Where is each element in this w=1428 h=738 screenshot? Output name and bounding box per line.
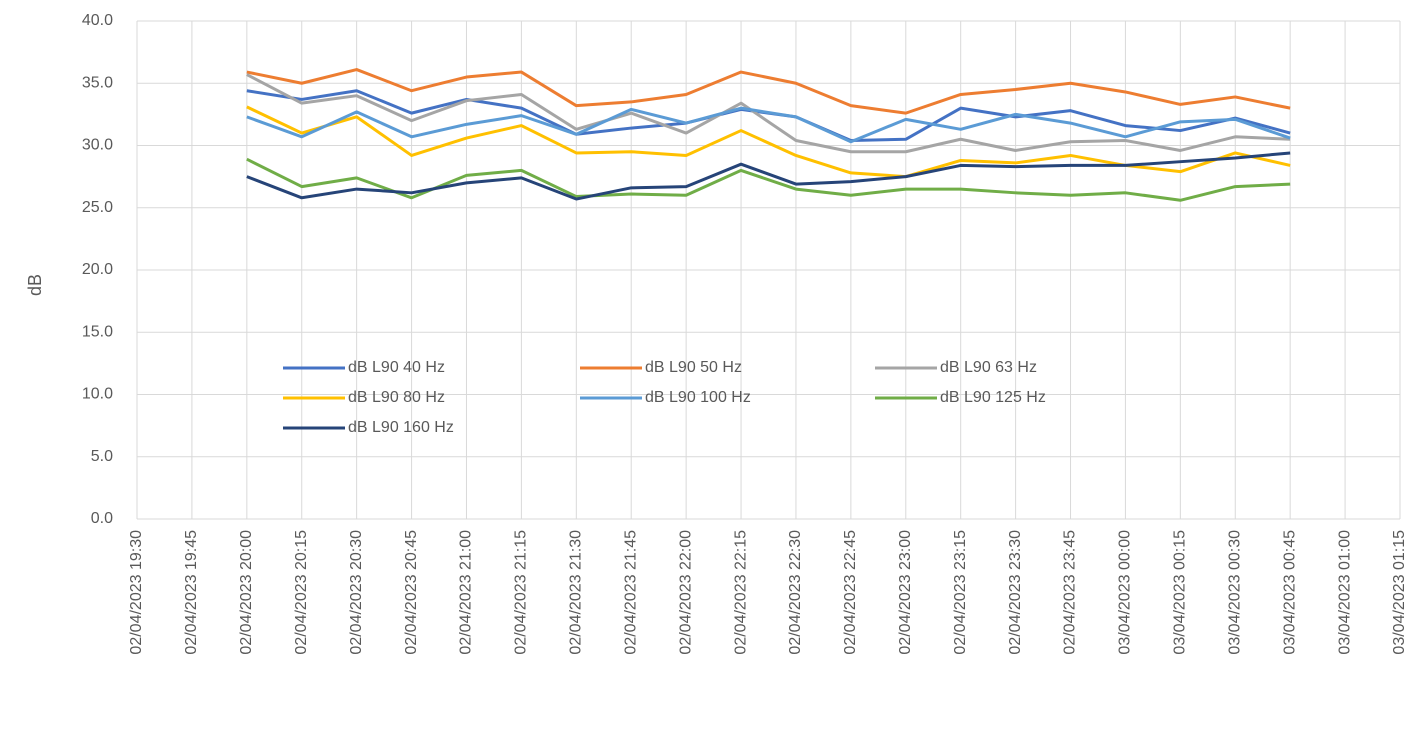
x-tick-label: 02/04/2023 19:45 (183, 530, 200, 655)
x-tick-label: 03/04/2023 00:00 (1117, 530, 1134, 655)
y-tick-label: 25.0 (82, 199, 113, 216)
x-tick-label: 02/04/2023 22:15 (732, 530, 749, 655)
x-tick-label: 02/04/2023 23:45 (1062, 530, 1079, 655)
series-line (246, 106, 1291, 144)
x-tick-label: 02/04/2023 23:15 (952, 530, 969, 655)
y-tick-label: 40.0 (82, 12, 113, 29)
series-line (246, 105, 1291, 179)
series-line (246, 73, 1291, 154)
legend-label: dB L90 125 Hz (940, 389, 1046, 406)
series-line (246, 151, 1291, 201)
x-tick-label: 03/04/2023 01:00 (1336, 530, 1353, 655)
x-tick-label: 03/04/2023 00:30 (1226, 530, 1243, 655)
y-tick-label: 10.0 (82, 386, 113, 403)
x-tick-label: 02/04/2023 20:45 (403, 530, 420, 655)
x-tick-label: 02/04/2023 21:00 (458, 530, 475, 655)
y-tick-label: 30.0 (82, 137, 113, 154)
series-line (246, 68, 1291, 115)
x-tick-label: 02/04/2023 21:45 (622, 530, 639, 655)
legend-label: dB L90 63 Hz (940, 359, 1037, 376)
x-tick-label: 03/04/2023 00:15 (1172, 530, 1189, 655)
x-tick-label: 02/04/2023 21:15 (513, 530, 530, 655)
x-tick-label: 02/04/2023 20:15 (293, 530, 310, 655)
x-tick-label: 02/04/2023 22:30 (787, 530, 804, 655)
x-tick-label: 02/04/2023 22:00 (677, 530, 694, 655)
legend-label: dB L90 40 Hz (348, 359, 445, 376)
x-tick-label: 03/04/2023 00:45 (1281, 530, 1298, 655)
legend-label: dB L90 160 Hz (348, 419, 454, 436)
y-tick-label: 0.0 (91, 510, 113, 527)
legend-label: dB L90 50 Hz (645, 359, 742, 376)
x-tick-label: 02/04/2023 23:00 (897, 530, 914, 655)
y-tick-label: 20.0 (82, 261, 113, 278)
x-tick-label: 02/04/2023 20:00 (238, 530, 255, 655)
x-tick-label: 02/04/2023 19:30 (128, 530, 145, 655)
legend-label: dB L90 80 Hz (348, 389, 445, 406)
series-line (246, 157, 1291, 202)
y-tick-label: 35.0 (82, 74, 113, 91)
y-tick-label: 5.0 (91, 448, 113, 465)
x-tick-label: 02/04/2023 23:30 (1007, 530, 1024, 655)
x-tick-label: 02/04/2023 20:30 (348, 530, 365, 655)
y-axis-label: dB (25, 274, 45, 296)
y-tick-label: 15.0 (82, 323, 113, 340)
x-tick-label: 03/04/2023 01:15 (1391, 530, 1408, 655)
x-tick-label: 02/04/2023 22:45 (842, 530, 859, 655)
legend-label: dB L90 100 Hz (645, 389, 751, 406)
x-tick-label: 02/04/2023 21:30 (568, 530, 585, 655)
